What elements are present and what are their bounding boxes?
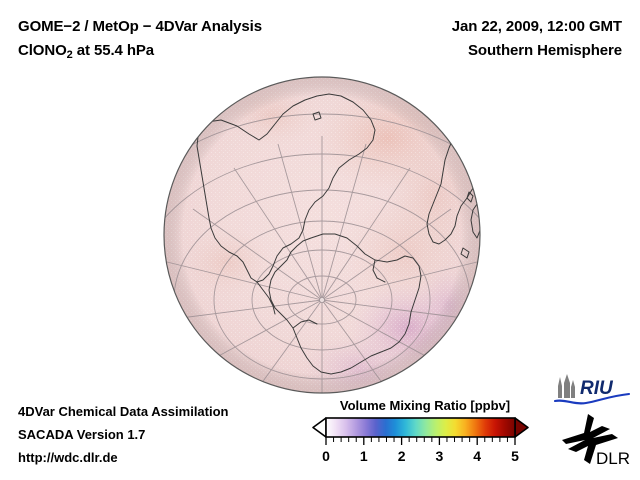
south-pole-marker	[318, 296, 325, 303]
cb-tick-0: 0	[322, 448, 330, 464]
globe-map	[163, 76, 481, 394]
colorbar-under-arrow	[312, 417, 327, 438]
website-url: http://wdc.dlr.de	[18, 450, 118, 465]
dlr-wordmark: DLR	[596, 449, 630, 468]
colorbar-title: Volume Mixing Ratio [ppbv]	[339, 398, 511, 413]
region-label: Southern Hemisphere	[468, 42, 622, 59]
species-subscript: 2	[66, 49, 73, 61]
riu-wordmark: RIU	[580, 378, 614, 399]
header-right-block: Jan 22, 2009, 12:00 GMT Southern Hemisph…	[342, 15, 622, 63]
instrument-title: GOME−2 / MetOp − 4DVar Analysis	[18, 18, 262, 35]
colorbar-over-arrow	[514, 417, 529, 438]
dlr-mark-icon	[562, 414, 618, 464]
cb-tick-5: 5	[511, 448, 519, 464]
cb-tick-1: 1	[360, 448, 368, 464]
assimilation-label: 4DVar Chemical Data Assimilation	[18, 404, 229, 419]
colorbar-ticks	[325, 437, 516, 445]
colorbar: Volume Mixing Ratio [ppbv]	[305, 398, 545, 468]
riu-logo: RIU	[552, 374, 632, 413]
coastlines	[196, 93, 480, 393]
footer-left-block: 4DVar Chemical Data Assimilation SACADA …	[18, 400, 229, 469]
dlr-logo: DLR	[560, 412, 630, 473]
species-level-title: ClONO2 at 55.4 hPa	[18, 39, 348, 64]
globe-limb	[163, 76, 481, 394]
riu-spires-icon	[558, 374, 575, 398]
colorbar-gradient	[325, 417, 516, 438]
colorbar-tick-labels: 0 1 2 3 4 5	[322, 448, 519, 464]
cb-tick-2: 2	[398, 448, 406, 464]
cb-tick-3: 3	[436, 448, 444, 464]
version-label: SACADA Version 1.7	[18, 427, 146, 442]
datetime-label: Jan 22, 2009, 12:00 GMT	[451, 18, 622, 35]
header-left-block: GOME−2 / MetOp − 4DVar Analysis ClONO2 a…	[18, 15, 348, 64]
riu-wave-icon	[553, 392, 631, 405]
pressure-level: at 55.4 hPa	[72, 42, 155, 59]
cb-tick-4: 4	[473, 448, 481, 464]
species-name: ClONO	[18, 42, 67, 59]
